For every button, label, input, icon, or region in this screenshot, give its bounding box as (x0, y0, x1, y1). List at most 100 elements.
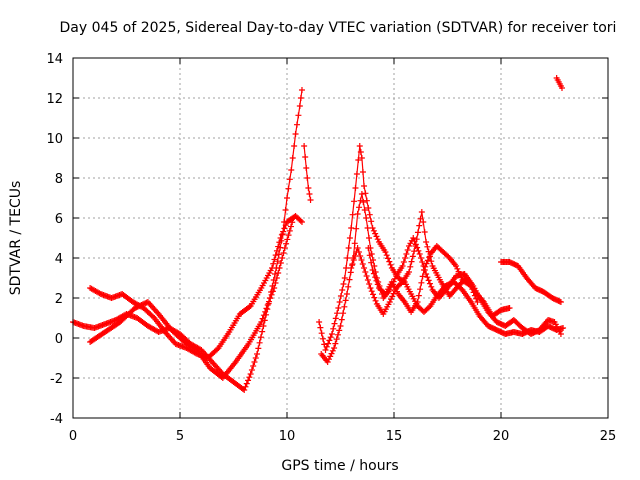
data-point (344, 255, 351, 261)
data-point (280, 228, 287, 235)
data-point (416, 222, 423, 229)
data-point (458, 274, 465, 281)
data-point (420, 219, 427, 225)
data-point (339, 287, 346, 293)
data-point (345, 245, 352, 251)
data-point (403, 251, 410, 257)
data-point (254, 351, 261, 357)
data-point (246, 374, 253, 381)
data-point (374, 236, 381, 243)
data-point (340, 310, 347, 317)
data-point (318, 330, 325, 337)
x-tick-label: 15 (386, 429, 403, 444)
grid (73, 58, 608, 418)
data-point (418, 209, 425, 215)
data-point (266, 298, 273, 305)
data-point (287, 223, 294, 230)
series-track-3 (87, 213, 305, 361)
data-point (279, 255, 286, 261)
data-point (357, 197, 364, 204)
data-point (372, 274, 379, 281)
data-point (259, 328, 266, 335)
x-tick-label: 10 (279, 429, 296, 444)
series-track-4 (87, 215, 297, 381)
data-point (366, 281, 373, 287)
data-point (277, 235, 284, 241)
data-point (474, 299, 481, 305)
data-point (423, 271, 430, 277)
data-point (404, 247, 411, 253)
data-point (372, 230, 379, 237)
data-point (341, 275, 348, 281)
data-point (469, 286, 476, 293)
data-point (276, 239, 283, 246)
data-point (257, 334, 264, 341)
data-point (296, 103, 303, 109)
y-tick-label: 10 (46, 132, 63, 147)
data-point (297, 95, 304, 101)
x-tick-label: 5 (176, 429, 184, 444)
data-point (373, 233, 380, 240)
data-point (423, 260, 430, 267)
data-point (248, 367, 255, 373)
data-point (359, 261, 366, 267)
data-point (262, 308, 269, 315)
data-point (417, 255, 424, 261)
data-point (399, 263, 406, 269)
data-point (362, 269, 369, 275)
data-point (273, 275, 280, 281)
data-point (408, 258, 415, 265)
data-point (419, 273, 426, 280)
data-point (348, 265, 355, 271)
data-point (281, 245, 288, 251)
data-point (263, 305, 270, 312)
data-point (417, 215, 424, 222)
data-point (328, 350, 335, 357)
data-point (358, 155, 365, 161)
data-point (366, 252, 373, 259)
data-point (362, 190, 369, 197)
data-point (466, 282, 473, 289)
data-point (369, 267, 376, 273)
data-point (242, 383, 249, 390)
data-point (286, 176, 293, 183)
data-point (327, 353, 334, 360)
data-point (351, 240, 358, 247)
data-point (149, 313, 156, 320)
data-point (354, 245, 361, 251)
data-point (330, 325, 337, 332)
data-series (70, 75, 567, 393)
data-point (272, 280, 279, 286)
data-point (413, 236, 420, 243)
data-point (252, 355, 259, 361)
data-point (426, 280, 433, 287)
data-point (298, 219, 305, 225)
data-point (304, 175, 311, 181)
data-point (276, 265, 283, 271)
data-point (407, 263, 414, 270)
data-point (389, 293, 396, 300)
data-point (269, 288, 276, 295)
data-point (260, 312, 267, 319)
data-point (331, 345, 338, 351)
data-point (259, 315, 266, 322)
data-point (361, 183, 368, 189)
data-point (332, 315, 339, 322)
data-point (285, 185, 292, 192)
data-point (367, 285, 374, 291)
data-point (370, 270, 377, 277)
data-point (356, 204, 363, 211)
data-point (418, 279, 425, 286)
data-point (364, 277, 371, 283)
data-point (322, 347, 329, 353)
data-point (295, 112, 302, 119)
data-point (336, 327, 343, 334)
x-tick-label: 25 (600, 429, 617, 444)
data-point (301, 143, 308, 149)
data-point (302, 154, 309, 160)
data-point (364, 225, 371, 231)
data-point (424, 274, 431, 281)
data-point (243, 380, 250, 387)
series-line (89, 215, 303, 359)
